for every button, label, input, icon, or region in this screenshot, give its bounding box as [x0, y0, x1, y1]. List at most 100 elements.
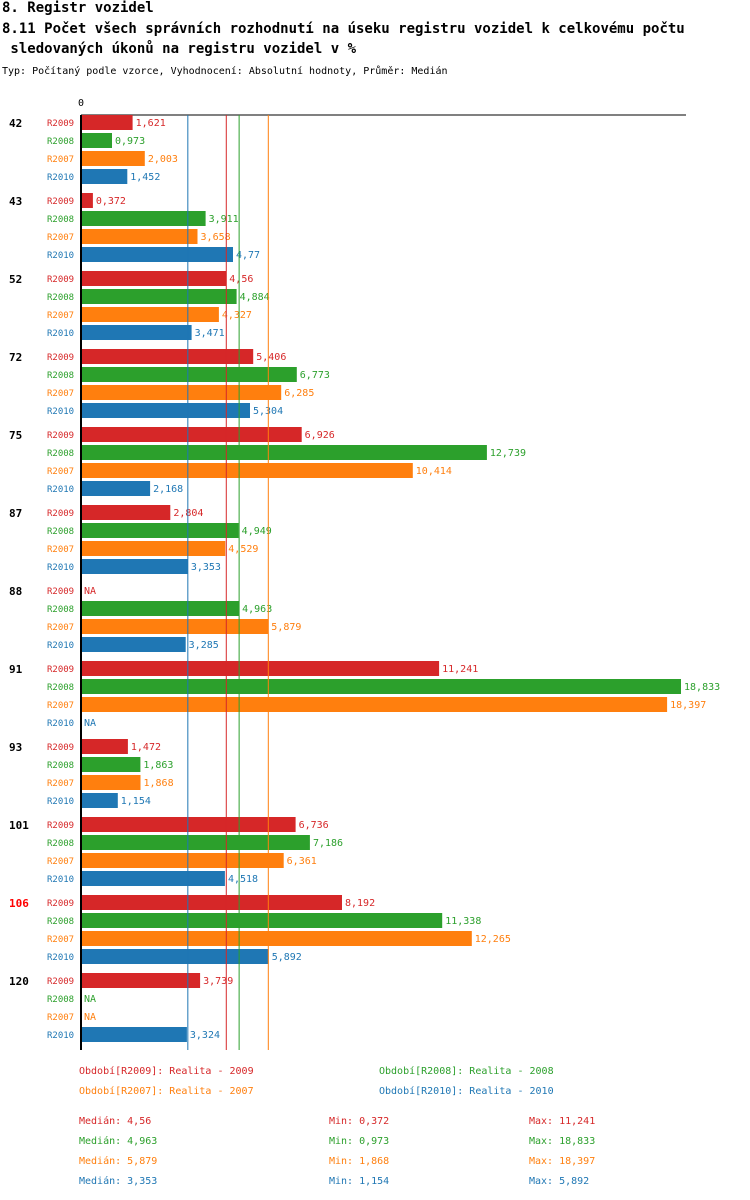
series-row-label: R2009: [47, 509, 74, 519]
bar-value-label: 3,739: [203, 976, 233, 987]
bar: [81, 211, 206, 226]
bar-value-label: 6,736: [299, 820, 329, 831]
bar: [81, 271, 227, 286]
series-row-label: R2007: [47, 545, 74, 555]
bar-value-label: 3,324: [190, 1030, 220, 1041]
series-row-label: R2009: [47, 587, 74, 597]
stat-median: Medián: 4,963: [79, 1136, 158, 1147]
series-row-label: R2008: [47, 917, 74, 927]
group-label: 72: [9, 351, 22, 364]
bar: [81, 133, 112, 148]
series-row-label: R2007: [47, 701, 74, 711]
stat-min: Min: 1,868: [329, 1156, 390, 1167]
bar-value-label: 3,353: [191, 562, 221, 573]
bar-value-label: 18,833: [684, 682, 720, 693]
bar: [81, 775, 141, 790]
bar: [81, 949, 269, 964]
bar-value-label: 4,884: [240, 292, 270, 303]
na-value-label: NA: [84, 1012, 96, 1023]
bar-value-label: 4,518: [228, 874, 258, 885]
bar: [81, 619, 269, 634]
bar-value-label: 5,892: [272, 952, 302, 963]
bar-value-label: 10,414: [416, 466, 452, 477]
bar-value-label: 4,77: [236, 250, 260, 261]
series-row-label: R2010: [47, 251, 74, 261]
chart-subtitle: Typ: Počítaný podle vzorce, Vyhodnocení:…: [2, 66, 448, 77]
bar-value-label: 1,472: [131, 742, 161, 753]
section-heading: 8. Registr vozidel: [2, 0, 154, 16]
series-row-label: R2009: [47, 977, 74, 987]
group-label: 52: [9, 273, 22, 286]
bar-value-label: 2,804: [173, 508, 203, 519]
series-row-label: R2008: [47, 215, 74, 225]
bar: [81, 559, 188, 574]
bar: [81, 229, 198, 244]
bar-value-label: 6,285: [284, 388, 314, 399]
bar: [81, 835, 310, 850]
x-axis-zero-label: 0: [78, 98, 84, 109]
bar: [81, 115, 133, 130]
bar-value-label: 1,621: [136, 118, 166, 129]
series-row-label: R2008: [47, 371, 74, 381]
series-row-label: R2008: [47, 761, 74, 771]
series-row-label: R2009: [47, 197, 74, 207]
bar-value-label: 7,186: [313, 838, 343, 849]
bar: [81, 637, 186, 652]
bar-value-label: 18,397: [670, 700, 706, 711]
group-label: 43: [9, 195, 22, 208]
series-row-label: R2007: [47, 623, 74, 633]
bar-value-label: 4,327: [222, 310, 252, 321]
group-label: 106: [9, 897, 29, 910]
stat-median: Medián: 5,879: [79, 1156, 158, 1167]
bar: [81, 505, 171, 520]
series-row-label: R2007: [47, 857, 74, 867]
series-row-label: R2008: [47, 527, 74, 537]
bar: [81, 481, 151, 496]
series-row-label: R2010: [47, 875, 74, 885]
stat-min: Min: 0,372: [329, 1116, 390, 1127]
series-row-label: R2009: [47, 275, 74, 285]
stat-median: Medián: 4,56: [79, 1116, 152, 1127]
bar-value-label: 12,265: [475, 934, 511, 945]
bar: [81, 151, 145, 166]
bar: [81, 601, 240, 616]
group-label: 93: [9, 741, 22, 754]
series-row-label: R2010: [47, 407, 74, 417]
bar: [81, 349, 254, 364]
series-row-label: R2010: [47, 953, 74, 963]
group-label: 88: [9, 585, 22, 598]
bar: [81, 307, 219, 322]
bar: [81, 661, 440, 676]
series-row-label: R2009: [47, 119, 74, 129]
bar: [81, 679, 681, 694]
bar: [81, 385, 282, 400]
group-label: 120: [9, 975, 29, 988]
series-row-label: R2010: [47, 641, 74, 651]
bar-value-label: 3,471: [195, 328, 225, 339]
series-row-label: R2010: [47, 797, 74, 807]
stat-max: Max: 11,241: [529, 1116, 596, 1127]
group-label: 101: [9, 819, 29, 832]
stat-max: Max: 18,833: [529, 1136, 596, 1147]
group-label: 75: [9, 429, 22, 442]
group-label: 87: [9, 507, 22, 520]
bar-value-label: 11,338: [445, 916, 481, 927]
bar-value-label: 12,739: [490, 448, 526, 459]
legend-entry: Období[R2010]: Realita - 2010: [379, 1086, 554, 1097]
stat-min: Min: 0,973: [329, 1136, 390, 1147]
bar-value-label: 6,361: [287, 856, 317, 867]
bar-value-label: 3,658: [201, 232, 231, 243]
bar-value-label: 11,241: [442, 664, 478, 675]
series-row-label: R2007: [47, 155, 74, 165]
stat-median: Medián: 3,353: [79, 1176, 158, 1187]
bar-value-label: 5,406: [256, 352, 286, 363]
series-row-label: R2010: [47, 329, 74, 339]
series-row-label: R2009: [47, 353, 74, 363]
bar-value-label: 3,911: [209, 214, 239, 225]
stat-min: Min: 1,154: [329, 1176, 390, 1187]
bar: [81, 931, 472, 946]
series-row-label: R2008: [47, 293, 74, 303]
series-row-label: R2008: [47, 449, 74, 459]
series-row-label: R2007: [47, 389, 74, 399]
